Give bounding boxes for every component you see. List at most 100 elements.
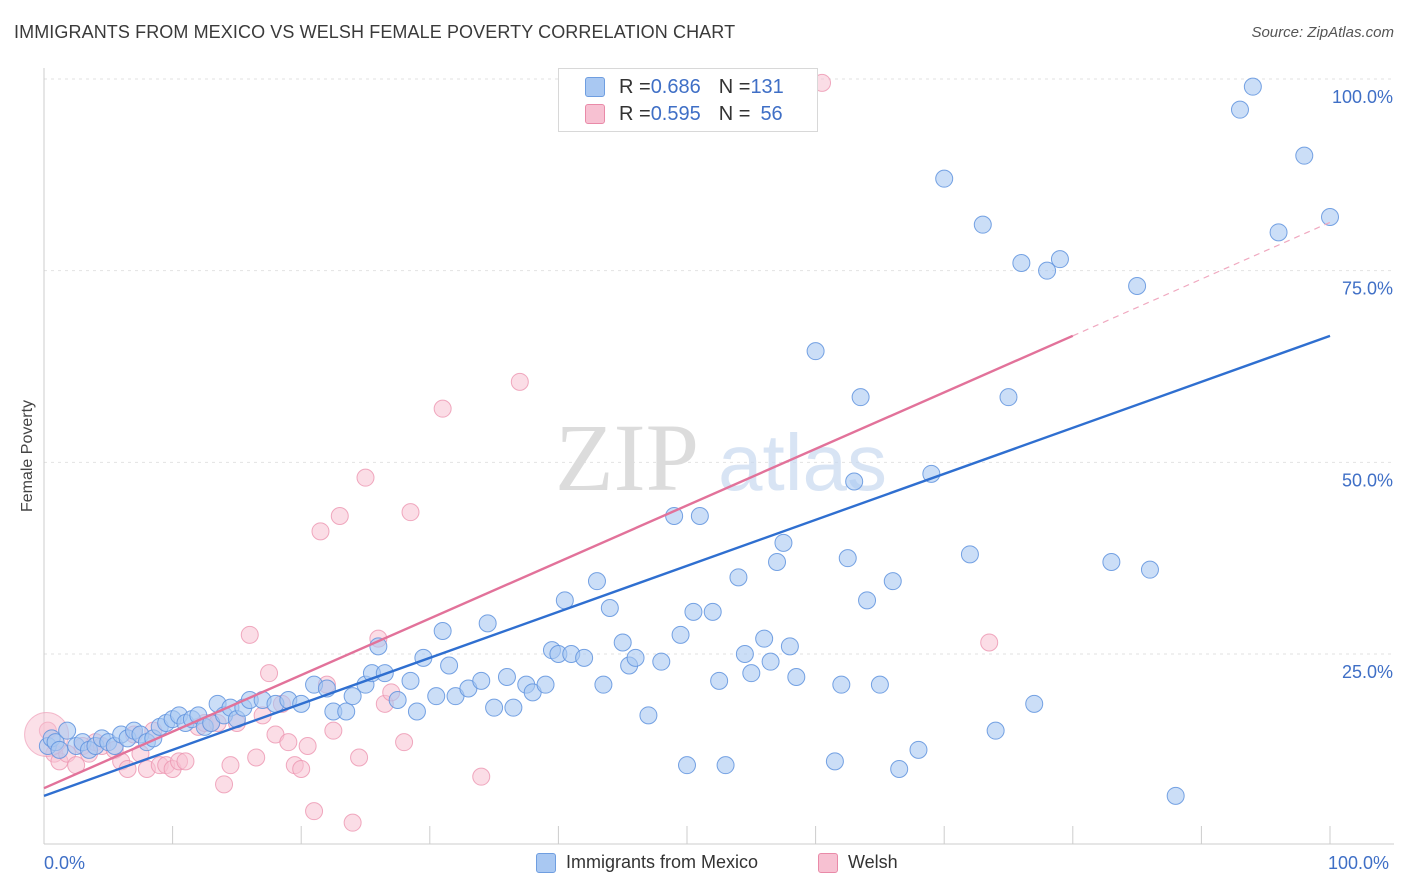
mexico-point xyxy=(478,614,497,633)
legend-item-mexico[interactable]: Immigrants from Mexico xyxy=(536,852,758,873)
n-label: N = xyxy=(718,75,751,98)
mexico-point xyxy=(587,572,606,591)
watermark-atlas: atlas xyxy=(718,418,887,507)
x-axis-min-label: 0.0% xyxy=(44,853,86,873)
mexico-point xyxy=(50,740,69,759)
legend-swatch-mexico xyxy=(536,852,556,873)
mexico-point xyxy=(909,740,928,759)
mexico-point xyxy=(838,549,857,568)
mexico-point xyxy=(710,671,729,690)
welsh-point xyxy=(176,752,195,771)
mexico-point xyxy=(735,645,754,663)
trendline-mexico xyxy=(43,334,1331,797)
series-legend: Immigrants from Mexico Welsh xyxy=(0,852,1406,878)
y-tick-labels: 25.0% 50.0% 75.0% 100.0% xyxy=(1332,87,1393,682)
mexico-point xyxy=(729,568,748,587)
welsh-point xyxy=(472,767,491,786)
mexico-point xyxy=(832,675,851,694)
grid-layer xyxy=(44,78,1394,655)
mexico-point xyxy=(761,652,780,671)
mexico-point xyxy=(613,633,632,652)
welsh-point xyxy=(350,748,369,767)
welsh-point xyxy=(240,625,259,644)
welsh-point xyxy=(298,737,317,755)
welsh-point xyxy=(305,802,324,821)
welsh-point xyxy=(980,633,999,652)
welsh-point xyxy=(356,468,375,487)
mexico-point xyxy=(652,652,671,671)
mexico-point xyxy=(600,599,619,617)
welsh-point xyxy=(221,756,240,775)
trendline-welsh xyxy=(43,334,1074,790)
n-value-welsh: 56 xyxy=(760,102,783,125)
legend-row-welsh: R = 0.595 N = 56 xyxy=(585,102,783,126)
r-value-mexico: 0.686 xyxy=(650,75,701,98)
mexico-point xyxy=(594,675,613,694)
mexico-point xyxy=(678,756,696,775)
mexico-point xyxy=(1025,694,1044,713)
mexico-point xyxy=(575,648,594,667)
mexico-point xyxy=(1050,250,1069,269)
mexico-point xyxy=(825,752,844,771)
mexico-point xyxy=(851,388,870,407)
y-tick-label: 75.0% xyxy=(1342,279,1393,299)
mexico-point xyxy=(690,507,709,525)
watermark-zip: ZIP xyxy=(555,404,699,511)
legend-swatch-welsh xyxy=(585,104,605,124)
mexico-point xyxy=(388,691,407,709)
mexico-point xyxy=(999,388,1018,407)
legend-row-mexico: R = 0.686 N = 131 xyxy=(585,75,784,99)
mexico-point xyxy=(440,656,459,675)
mexico-point xyxy=(960,545,979,564)
mexico-point xyxy=(472,671,491,690)
mexico-point xyxy=(1012,254,1031,272)
welsh-point xyxy=(324,721,343,740)
welsh-point xyxy=(279,733,298,752)
welsh-point xyxy=(433,399,452,418)
mexico-point xyxy=(684,602,703,621)
mexico-point xyxy=(890,760,909,778)
mexico-point xyxy=(716,756,735,775)
welsh-point xyxy=(343,813,362,832)
welsh-point xyxy=(311,522,330,541)
mexico-point xyxy=(1321,208,1339,226)
mexico-point xyxy=(1295,146,1314,165)
mexico-point xyxy=(1166,786,1185,805)
mexico-point xyxy=(639,706,658,725)
welsh-point xyxy=(247,748,266,767)
correlation-legend: R = 0.686 N = 131 R = 0.595 N = 56 xyxy=(558,68,818,132)
trend-layer xyxy=(43,221,1331,797)
mexico-point xyxy=(497,668,516,686)
mexico-point xyxy=(485,698,504,717)
mexico-point xyxy=(401,671,420,690)
mexico-point xyxy=(858,591,877,610)
mexico-point xyxy=(986,721,1005,740)
legend-item-welsh[interactable]: Welsh xyxy=(818,852,898,873)
welsh-point xyxy=(215,775,234,794)
mexico-point xyxy=(780,637,799,656)
r-label: R = xyxy=(619,102,651,125)
mexico-point xyxy=(1102,553,1121,571)
y-tick-label: 50.0% xyxy=(1342,470,1393,490)
mexico-point xyxy=(703,602,722,621)
mexico-point xyxy=(536,675,555,694)
legend-label-welsh: Welsh xyxy=(848,852,898,872)
mexico-point xyxy=(845,472,864,491)
mexico-point xyxy=(433,622,452,640)
mexico-point xyxy=(626,648,645,667)
mexico-point xyxy=(755,629,774,648)
legend-swatch-welsh xyxy=(818,852,838,873)
r-value-welsh: 0.595 xyxy=(650,102,701,125)
r-label: R = xyxy=(619,75,651,98)
y-tick-label: 100.0% xyxy=(1332,87,1393,107)
mexico-point xyxy=(774,533,793,552)
trendline-welsh-extension xyxy=(1072,221,1331,337)
mexico-point xyxy=(1230,100,1249,119)
mexico-point xyxy=(427,687,446,706)
legend-label-mexico: Immigrants from Mexico xyxy=(566,852,759,872)
mexico-point xyxy=(1140,560,1159,579)
n-value-mexico: 131 xyxy=(750,75,784,98)
mexico-point xyxy=(742,664,761,683)
welsh-point xyxy=(260,664,279,683)
